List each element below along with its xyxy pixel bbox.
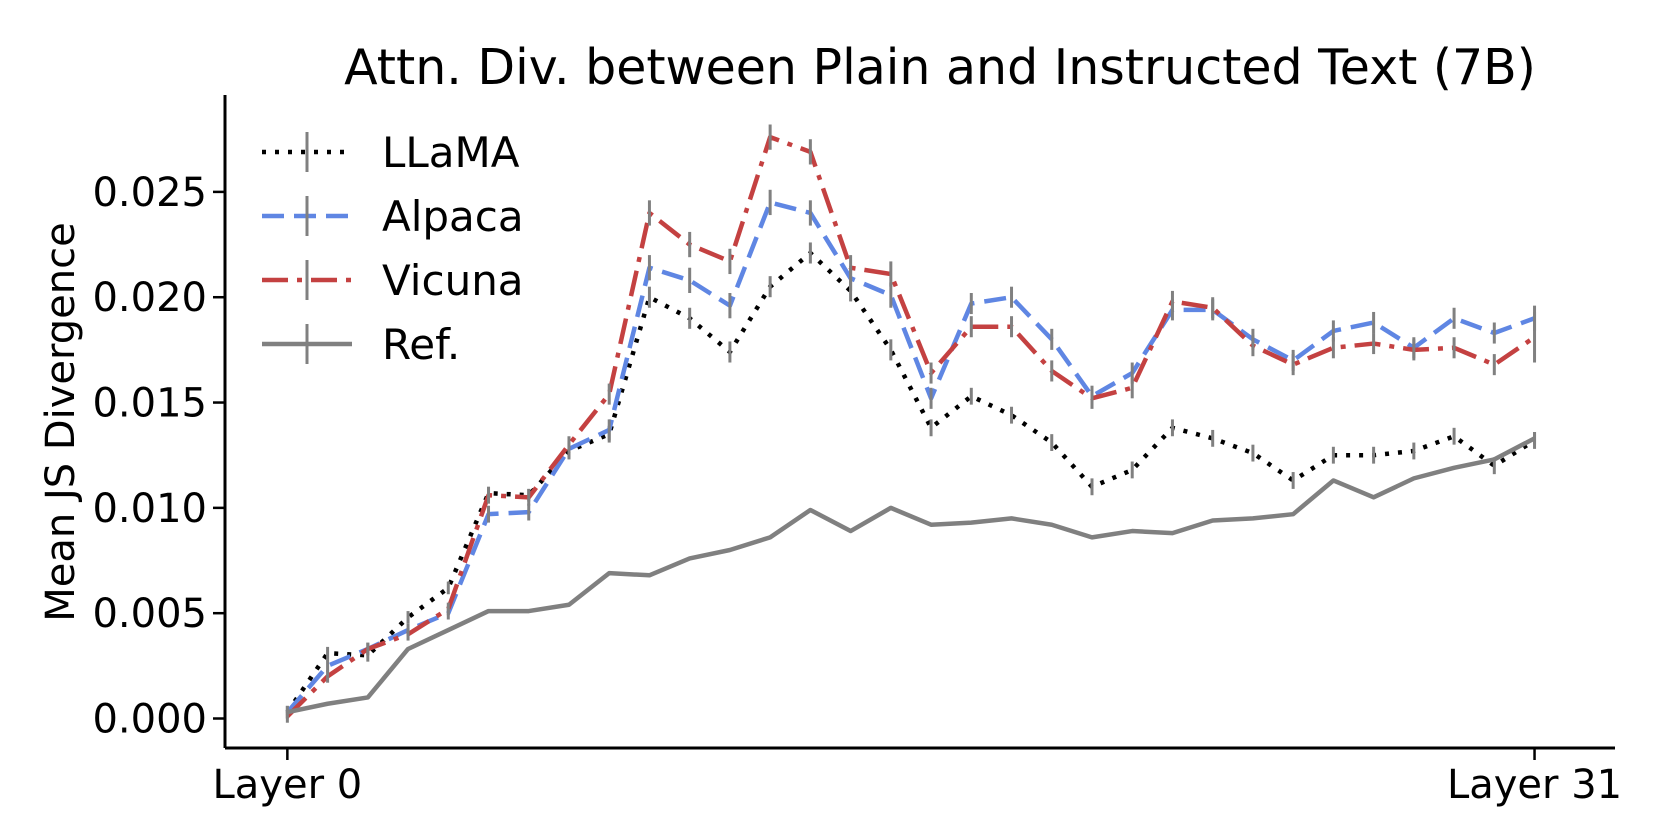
chart-title: Attn. Div. between Plain and Instructed … — [344, 39, 1536, 96]
legend-label-alpaca: Alpaca — [382, 192, 524, 241]
series-line — [285, 200, 1536, 714]
series-ref — [285, 432, 1537, 715]
series-line — [286, 436, 1536, 715]
x-tick-label: Layer 31 — [1447, 762, 1622, 808]
y-tick-label: 0.005 — [92, 591, 207, 637]
series-llama — [285, 242, 1537, 719]
y-tick-label: 0.015 — [92, 381, 207, 427]
y-tick-label: 0.000 — [92, 697, 207, 743]
legend-label-vicuna: Vicuna — [382, 256, 524, 305]
y-tick-label: 0.010 — [92, 486, 207, 532]
x-tick-label: Layer 0 — [213, 762, 363, 808]
legend-label-llama: LLaMA — [382, 128, 520, 177]
axes: 0.000 0.005 0.010 0.015 0.020 0.025 Layer 0 Lay… — [92, 95, 1622, 808]
legend: LLaMA Alpaca Vicuna Ref. — [262, 128, 524, 369]
y-tick-label: 0.020 — [92, 275, 207, 321]
series-layer — [285, 124, 1537, 723]
y-tick-label: 0.025 — [92, 170, 207, 216]
series-alpaca — [285, 189, 1537, 719]
series-vicuna — [285, 124, 1537, 723]
series-line — [285, 134, 1536, 718]
y-axis-label: Mean JS Divergence — [38, 222, 84, 622]
series-line — [285, 250, 1536, 714]
legend-label-ref: Ref. — [382, 320, 460, 369]
